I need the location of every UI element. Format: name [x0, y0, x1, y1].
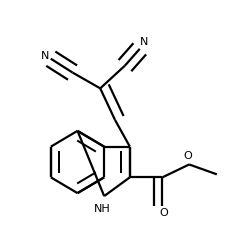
Text: N: N	[41, 51, 49, 61]
Text: NH: NH	[94, 204, 110, 214]
Text: N: N	[140, 37, 148, 47]
Text: O: O	[184, 151, 192, 161]
Text: O: O	[159, 208, 168, 218]
